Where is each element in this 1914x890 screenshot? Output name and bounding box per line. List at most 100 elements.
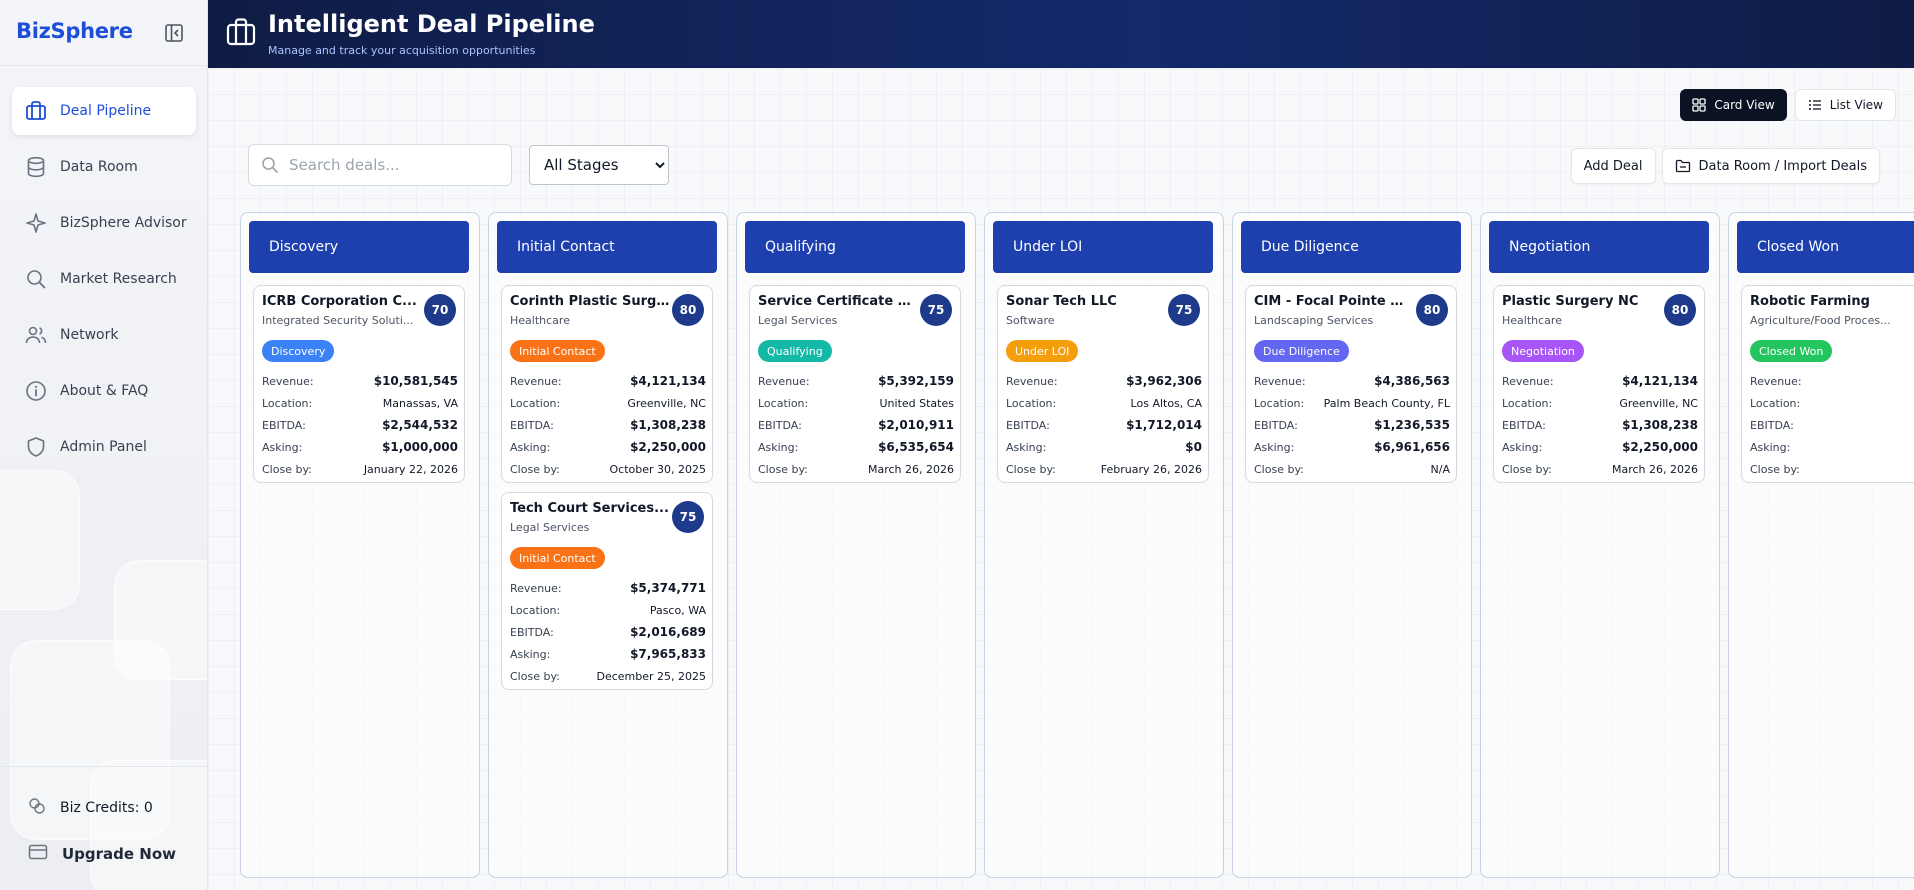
field-label: Asking:: [510, 647, 551, 661]
deal-industry: Software: [1006, 314, 1055, 327]
decorative-shape: [90, 760, 207, 890]
list-view-label: List View: [1829, 98, 1883, 112]
deal-row-asking: Asking: $2,250,000: [510, 436, 706, 458]
deal-row-revenue: Revenue: $4,121,134: [510, 370, 706, 392]
deal-row-ebitda: EBITDA: $2,016,689: [510, 621, 706, 643]
sidebar-item-admin-panel[interactable]: Admin Panel: [12, 423, 196, 471]
main-content: Card View List View All Stages Add Deal …: [208, 68, 1914, 890]
collapse-sidebar-icon[interactable]: [164, 23, 184, 43]
sidebar-item-network[interactable]: Network: [12, 311, 196, 359]
search-input[interactable]: [289, 156, 499, 174]
deal-name: ICRB Corporation C...: [262, 294, 417, 309]
briefcase-icon: [224, 15, 258, 49]
column-header: Under LOI: [993, 221, 1213, 273]
card-view-button[interactable]: Card View: [1680, 89, 1787, 121]
database-icon: [24, 155, 48, 179]
deal-card[interactable]: ICRB Corporation C... Integrated Security…: [253, 285, 465, 483]
deal-card[interactable]: Service Certificate L... Legal Services 75…: [749, 285, 961, 483]
pipeline-column: Due Diligence CIM - Focal Pointe &... Land…: [1232, 212, 1472, 878]
sidebar: BizSphere Deal Pipeline Data Room BizSph…: [0, 0, 208, 890]
sidebar-item-data-room[interactable]: Data Room: [12, 143, 196, 191]
deal-card[interactable]: Corinth Plastic Surg... Healthcare 80 Initi…: [501, 285, 713, 483]
field-label: EBITDA:: [1502, 418, 1546, 432]
action-buttons: Add Deal Data Room / Import Deals: [1570, 148, 1880, 184]
field-label: Revenue:: [510, 581, 562, 595]
sidebar-item-label: Deal Pipeline: [60, 103, 152, 119]
field-value: $4,121,134: [1622, 374, 1698, 388]
field-label: Location:: [1006, 396, 1057, 410]
sidebar-item-deal-pipeline[interactable]: Deal Pipeline: [12, 87, 196, 135]
deal-name: CIM - Focal Pointe &...: [1254, 294, 1414, 309]
field-label: Location:: [510, 603, 561, 617]
field-label: EBITDA:: [758, 418, 802, 432]
field-value: $2,016,689: [630, 625, 706, 639]
sidebar-item-label: About & FAQ: [60, 383, 149, 399]
field-value: February 26, 2026: [1100, 462, 1202, 476]
brand-row: BizSphere: [0, 0, 207, 66]
field-value: $1,308,238: [630, 418, 706, 432]
info-icon: [24, 379, 48, 403]
search-icon: [262, 157, 278, 173]
deal-row-asking: Asking: $6,535,654: [758, 436, 954, 458]
deal-score-badge: 75: [920, 294, 952, 326]
field-label: Location:: [1750, 396, 1801, 410]
field-value: October 30, 2025: [609, 462, 706, 476]
deal-row-asking: Asking: $7,965,833: [510, 643, 706, 665]
deal-card[interactable]: Tech Court Services... Legal Services 75 In…: [501, 492, 713, 690]
sidebar-item-bizsphere-advisor[interactable]: BizSphere Advisor: [12, 199, 196, 247]
column-header: Initial Contact: [497, 221, 717, 273]
data-room-import-button[interactable]: Data Room / Import Deals: [1661, 148, 1880, 184]
deal-row-ebitda: EBITDA: $2,010,911: [758, 414, 954, 436]
stage-badge: Initial Contact: [510, 547, 605, 569]
biz-credits: Biz Credits: 0: [28, 797, 153, 819]
page-title: Intelligent Deal Pipeline: [268, 10, 595, 38]
deal-row-asking: Asking: $0: [1006, 436, 1202, 458]
deal-row-ebitda: EBITDA: $1,236,535: [1254, 414, 1450, 436]
deal-name: Tech Court Services...: [510, 501, 669, 516]
deal-industry: Landscaping Services: [1254, 314, 1374, 327]
deal-row-location: Location:Yal: [1750, 392, 1914, 414]
field-value: Palm Beach County, FL: [1323, 396, 1450, 410]
deal-score-badge: 75: [1168, 294, 1200, 326]
brand-logo-text[interactable]: BizSphere: [16, 19, 133, 43]
card-view-label: Card View: [1714, 98, 1775, 112]
field-value: N/A: [1430, 462, 1450, 476]
column-header: Qualifying: [745, 221, 965, 273]
pipeline-column: Negotiation Plastic Surgery NC Healthcare 8…: [1480, 212, 1720, 878]
deal-row-location: Location: Los Altos, CA: [1006, 392, 1202, 414]
sidebar-item-market-research[interactable]: Market Research: [12, 255, 196, 303]
deal-card[interactable]: Robotic Farming Agriculture/Food Proces..…: [1741, 285, 1914, 483]
deal-row-ebitda: EBITDA:: [1750, 414, 1914, 436]
deal-row-close-by: Close by: March 26, 2026: [1502, 458, 1698, 480]
field-value: Greenville, NC: [1619, 396, 1698, 410]
stage-filter-select[interactable]: All Stages: [529, 145, 669, 185]
deal-row-revenue: Revenue: $3,962,306: [1006, 370, 1202, 392]
deal-card[interactable]: CIM - Focal Pointe &... Landscaping Servi…: [1245, 285, 1457, 483]
field-value: $4,386,563: [1374, 374, 1450, 388]
sidebar-item-label: Market Research: [60, 271, 177, 287]
deal-card[interactable]: Plastic Surgery NC Healthcare 80 Negotiatio…: [1493, 285, 1705, 483]
credit-card-icon: [28, 843, 48, 865]
folder-icon: [1675, 159, 1690, 173]
deal-details: Revenue: Location:Yal EBITDA: Asking: Close …: [1750, 370, 1914, 480]
deal-name: Sonar Tech LLC: [1006, 294, 1117, 309]
sidebar-item-label: Data Room: [60, 159, 138, 175]
field-label: Asking:: [262, 440, 303, 454]
deal-score-badge: 75: [672, 501, 704, 533]
sidebar-item-about-faq[interactable]: About & FAQ: [12, 367, 196, 415]
grid-icon: [1692, 98, 1706, 112]
field-label: Close by:: [1750, 462, 1800, 476]
upgrade-now-button[interactable]: Upgrade Now: [28, 843, 176, 865]
list-view-button[interactable]: List View: [1794, 89, 1896, 121]
field-value: Greenville, NC: [627, 396, 706, 410]
deal-name: Plastic Surgery NC: [1502, 294, 1639, 309]
column-header: Negotiation: [1489, 221, 1709, 273]
deal-row-asking: Asking: $1,000,000: [262, 436, 458, 458]
add-deal-button[interactable]: Add Deal: [1570, 148, 1656, 184]
deal-row-asking: Asking: $6,961,656: [1254, 436, 1450, 458]
deal-card[interactable]: Sonar Tech LLC Software 75 Under LOI Revenue…: [997, 285, 1209, 483]
deal-row-close-by: Close by: January 22, 2026: [262, 458, 458, 480]
upgrade-now-label: Upgrade Now: [62, 845, 177, 863]
shield-icon: [24, 435, 48, 459]
add-deal-label: Add Deal: [1583, 158, 1643, 174]
